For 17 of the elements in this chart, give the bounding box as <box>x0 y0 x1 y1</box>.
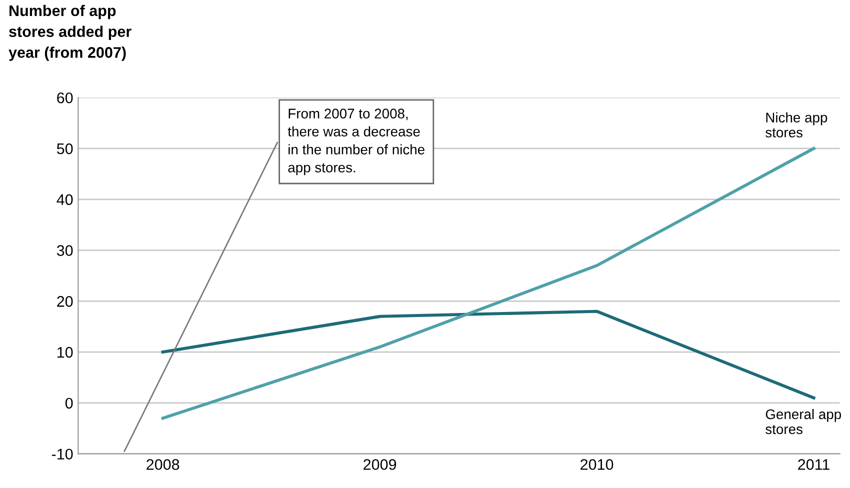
x-tick-label: 2008 <box>146 459 180 470</box>
y-tick-label: -10 <box>52 448 73 460</box>
y-tick-label: 20 <box>57 296 73 307</box>
y-axis-title: Number of app stores added per year (from 2007) <box>8 4 132 61</box>
line-series <box>161 310 816 400</box>
x-tick-label: 2010 <box>580 459 614 470</box>
y-tick-label: 60 <box>57 92 73 104</box>
annotation: From 2007 to 2008, there was a decrease in the number of niche app stores. <box>288 108 424 176</box>
y-tick-label: 0 <box>65 398 73 409</box>
series-label: General app stores <box>766 408 842 434</box>
y-tick-label: 50 <box>56 143 73 154</box>
y-tick-label: 30 <box>56 245 73 256</box>
y-tick-label: 10 <box>58 346 73 358</box>
series-label: Niche app stores <box>766 112 828 138</box>
y-tick-label: 40 <box>56 194 73 206</box>
x-tick-label: 2009 <box>364 459 396 470</box>
x-tick-label: 2011 <box>798 459 830 470</box>
